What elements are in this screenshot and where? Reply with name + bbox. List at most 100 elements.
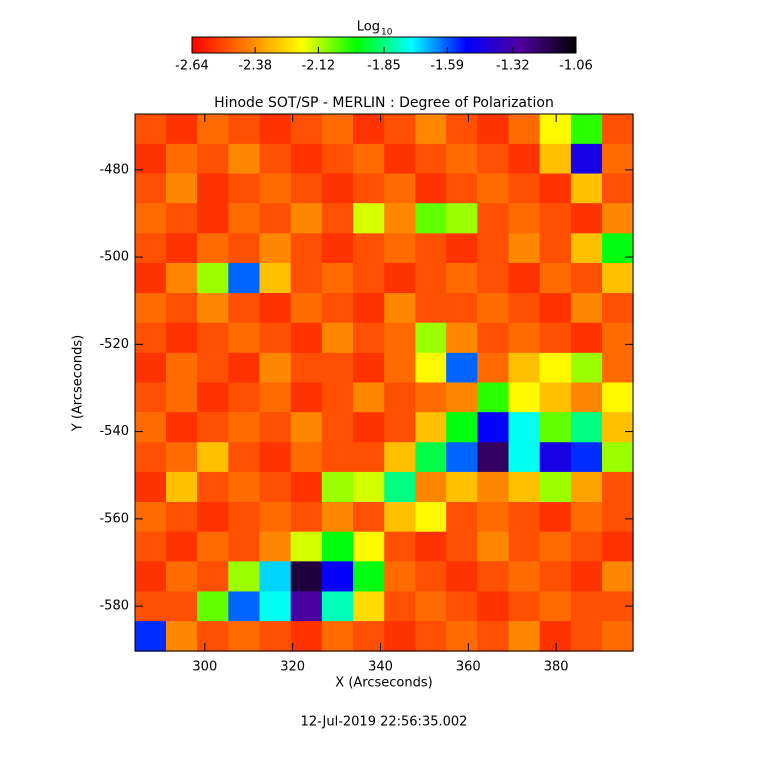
heatmap-cell (134, 621, 167, 652)
heatmap-cell (415, 143, 448, 175)
heatmap-cell (539, 412, 572, 443)
heatmap-cell (259, 173, 292, 205)
heatmap-cell (539, 442, 572, 473)
heatmap-cell (446, 412, 478, 443)
heatmap-cell (602, 382, 634, 414)
heatmap-cell (477, 502, 509, 533)
heatmap-cell (165, 471, 198, 503)
heatmap-cell (228, 293, 260, 324)
heatmap-cell (446, 203, 478, 234)
heatmap-cell (415, 442, 448, 473)
heatmap-cell (259, 471, 292, 503)
heatmap-cell (353, 322, 385, 354)
heatmap-cell (477, 293, 509, 324)
heatmap-cell (446, 561, 478, 592)
heatmap-cell (508, 412, 541, 443)
heatmap-cell (415, 293, 448, 324)
y-tick-label: -560 (99, 511, 129, 526)
heatmap-cell (602, 322, 634, 354)
heatmap-cell (570, 173, 603, 205)
heatmap-cell (477, 412, 509, 443)
heatmap-cell (321, 113, 354, 145)
heatmap-cell (477, 322, 509, 354)
heatmap-cell (228, 561, 260, 592)
heatmap-cell (415, 621, 448, 652)
heatmap-cell (570, 471, 603, 503)
heatmap-cell (570, 621, 603, 652)
heatmap-cell (321, 233, 354, 264)
heatmap-cell (290, 262, 323, 294)
heatmap-cell (415, 561, 448, 592)
heatmap-cell (539, 502, 572, 533)
heatmap-cell (602, 293, 634, 324)
heatmap-cell (290, 352, 323, 384)
colorbar-label: Log (357, 20, 380, 35)
heatmap-cell (290, 233, 323, 264)
heatmap-cell (508, 262, 541, 294)
heatmap-cell (477, 143, 509, 175)
heatmap-cell (290, 293, 323, 324)
heatmap-cell (321, 143, 354, 175)
heatmap-cell (384, 262, 416, 294)
heatmap-cell (134, 591, 167, 623)
heatmap-cell (290, 591, 323, 623)
heatmap-cell (134, 561, 167, 592)
heatmap-cell (602, 352, 634, 384)
heatmap-cell (165, 591, 198, 623)
heatmap-cell (165, 531, 198, 563)
heatmap-cell (539, 382, 572, 414)
heatmap-cell (570, 382, 603, 414)
heatmap-cell (259, 561, 292, 592)
heatmap-cell (508, 233, 541, 264)
heatmap-cell (446, 471, 478, 503)
heatmap-cell (539, 143, 572, 175)
heatmap-cell (165, 382, 198, 414)
y-axis-label: Y (Arcseconds) (71, 335, 86, 432)
heatmap-cell (384, 203, 416, 234)
heatmap-cell (134, 382, 167, 414)
heatmap-cell (165, 233, 198, 264)
heatmap-cell (415, 173, 448, 205)
heatmap-cell (321, 293, 354, 324)
heatmap-cell (165, 262, 198, 294)
heatmap (134, 113, 634, 652)
heatmap-cell (415, 502, 448, 533)
heatmap-cell (290, 471, 323, 503)
heatmap-cell (384, 113, 416, 145)
heatmap-cell (446, 233, 478, 264)
heatmap-cell (508, 293, 541, 324)
heatmap-cell (539, 561, 572, 592)
heatmap-cell (415, 113, 448, 145)
heatmap-cell (197, 143, 229, 175)
heatmap-cell (415, 471, 448, 503)
heatmap-cell (570, 352, 603, 384)
heatmap-cell (353, 471, 385, 503)
heatmap-cell (197, 442, 229, 473)
colorbar-label-subscript: 10 (381, 28, 393, 38)
heatmap-cell (321, 173, 354, 205)
heatmap-cell (353, 352, 385, 384)
heatmap-cell (165, 143, 198, 175)
heatmap-cell (259, 352, 292, 384)
heatmap-cell (290, 502, 323, 533)
heatmap-cell (384, 591, 416, 623)
heatmap-cell (415, 591, 448, 623)
heatmap-cell (446, 621, 478, 652)
heatmap-cell (477, 471, 509, 503)
plot-frame (134, 113, 634, 652)
heatmap-cell (602, 113, 634, 145)
heatmap-cell (259, 233, 292, 264)
heatmap-cell (384, 531, 416, 563)
heatmap-cell (321, 531, 354, 563)
heatmap-cell (228, 113, 260, 145)
heatmap-cell (290, 442, 323, 473)
heatmap-cell (259, 502, 292, 533)
heatmap-cell (353, 262, 385, 294)
heatmap-cell (353, 113, 385, 145)
colorbar-tick-label: -1.85 (367, 59, 401, 74)
heatmap-cell (446, 502, 478, 533)
heatmap-cell (477, 233, 509, 264)
colorbar-tick-label: -1.32 (496, 59, 530, 74)
heatmap-cell (602, 471, 634, 503)
